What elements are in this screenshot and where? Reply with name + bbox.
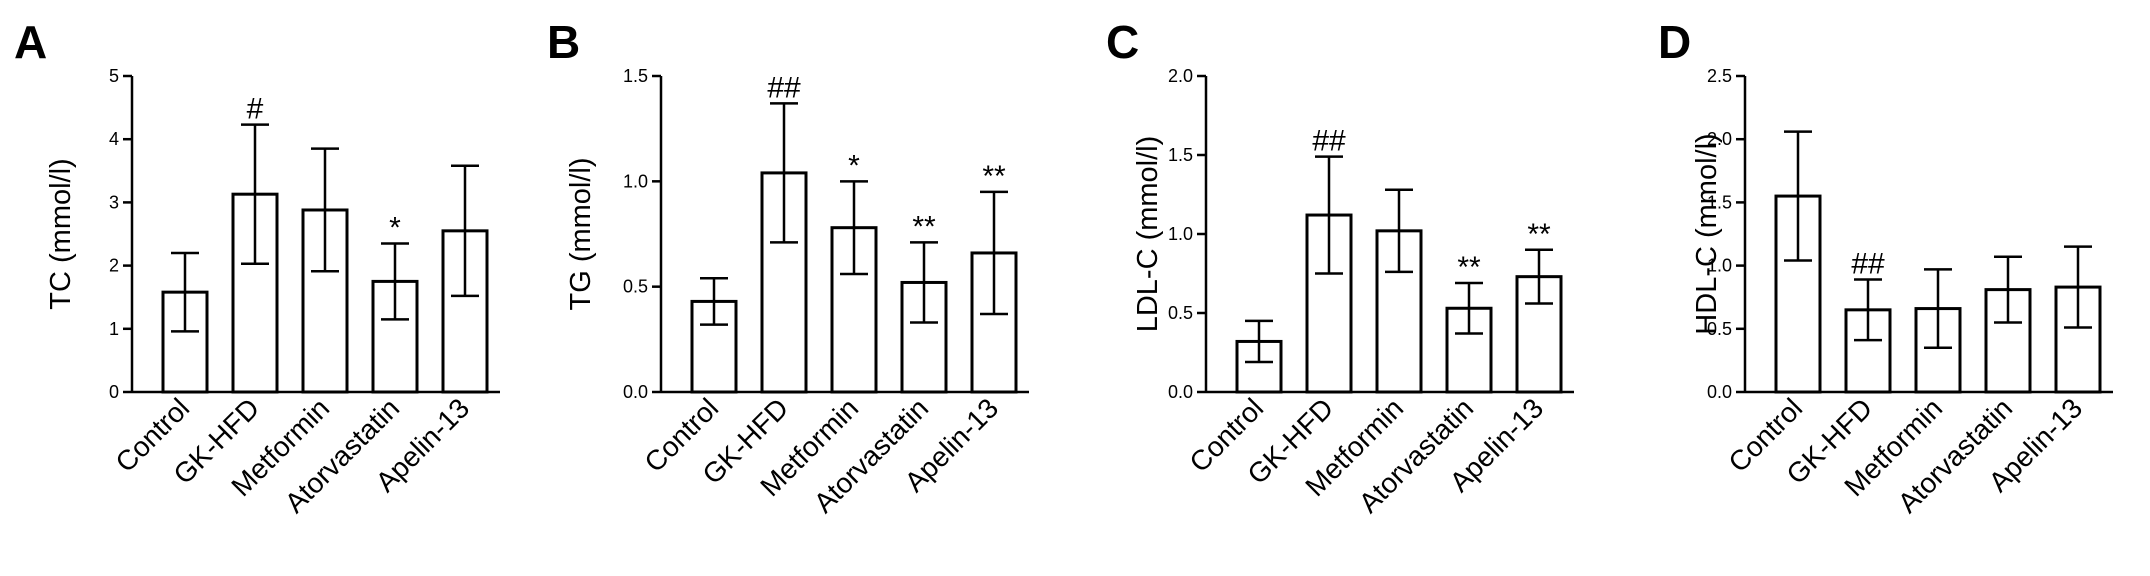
significance-label: ## <box>1312 125 1346 158</box>
panel-letter: D <box>1658 16 1691 68</box>
panel-letter: A <box>14 16 47 68</box>
y-tick-label: 1.0 <box>1168 224 1193 244</box>
y-axis-title: TC (mmol/l) <box>45 158 77 309</box>
y-tick-label: 2.0 <box>1707 129 1732 149</box>
y-tick-label: 1.5 <box>1168 145 1193 165</box>
significance-label: ** <box>1457 251 1481 284</box>
y-axis-title: LDL-C (mmol/l) <box>1132 136 1164 333</box>
y-tick-label: 4 <box>109 129 119 149</box>
significance-label: ** <box>1527 218 1551 251</box>
y-tick-label: 3 <box>109 192 119 212</box>
significance-label: ** <box>982 160 1006 193</box>
significance-label: ## <box>1851 248 1885 281</box>
y-tick-label: 1.0 <box>1707 256 1732 276</box>
significance-label: # <box>247 93 264 126</box>
y-tick-label: 2.0 <box>1168 66 1193 86</box>
y-tick-label: 5 <box>109 66 119 86</box>
significance-label: ## <box>767 71 801 104</box>
y-axis-title: HDL-C (mmol/l) <box>1691 133 1723 334</box>
y-tick-label: 2.5 <box>1707 66 1732 86</box>
panel-letter: B <box>547 16 580 68</box>
significance-label: ** <box>912 210 936 243</box>
y-tick-label: 0.5 <box>1707 319 1732 339</box>
y-axis-title: TG (mmol/l) <box>565 157 597 310</box>
y-tick-label: 1.5 <box>1707 192 1732 212</box>
y-tick-label: 0.0 <box>1707 382 1732 402</box>
panel-b: B0.00.51.01.5TG (mmol/l)Control##GK-HFD*… <box>547 16 1029 519</box>
y-tick-label: 0.0 <box>623 382 648 402</box>
y-tick-label: 0.5 <box>623 277 648 297</box>
y-tick-label: 2 <box>109 256 119 276</box>
y-tick-label: 0.0 <box>1168 382 1193 402</box>
y-tick-label: 0.5 <box>1168 303 1193 323</box>
panel-letter: C <box>1106 16 1139 68</box>
y-tick-label: 1.0 <box>623 171 648 191</box>
y-tick-label: 0 <box>109 382 119 402</box>
y-tick-label: 1.5 <box>623 66 648 86</box>
significance-label: * <box>848 149 860 182</box>
bar <box>1984 288 2032 394</box>
y-tick-label: 1 <box>109 319 119 339</box>
significance-label: * <box>389 211 401 244</box>
